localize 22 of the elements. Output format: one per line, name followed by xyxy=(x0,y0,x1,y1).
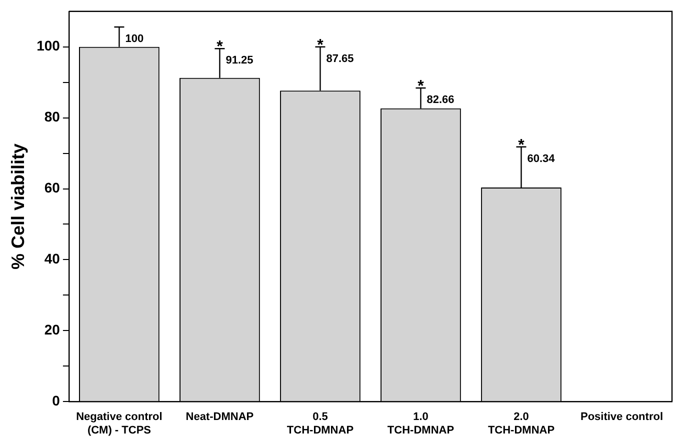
data-label: 60.34 xyxy=(527,152,556,165)
y-tick-label: 80 xyxy=(44,108,60,125)
y-tick-label: 20 xyxy=(44,322,60,338)
y-tick-label: 40 xyxy=(44,250,60,267)
x-tick-label: Positive control xyxy=(580,411,664,424)
annotation: * xyxy=(216,38,224,56)
x-tick-label: 0.5 TCH-DMNAP xyxy=(286,411,354,436)
y-tick-label: 0 xyxy=(52,392,60,408)
x-tick-label: Neat-DMNAP xyxy=(186,411,254,424)
annotation: * xyxy=(518,136,526,154)
data-label: 91.25 xyxy=(226,54,254,67)
annotation: * xyxy=(418,78,425,96)
y-axis-title: % Cell viability xyxy=(8,143,28,270)
y-tick-label: 60 xyxy=(44,180,60,196)
x-tick-label: 1.0 TCH-DMNAP xyxy=(387,411,454,436)
data-label: 100 xyxy=(125,33,144,46)
x-tick-label: Negative control (CM) - TCPS xyxy=(76,411,162,436)
y-tick-label: 100 xyxy=(36,38,60,54)
annotation: * xyxy=(317,36,324,54)
data-label: 87.65 xyxy=(326,52,354,65)
data-label: 82.66 xyxy=(426,94,454,106)
x-tick-label: 2.0 TCH-DMNAP xyxy=(488,411,555,436)
